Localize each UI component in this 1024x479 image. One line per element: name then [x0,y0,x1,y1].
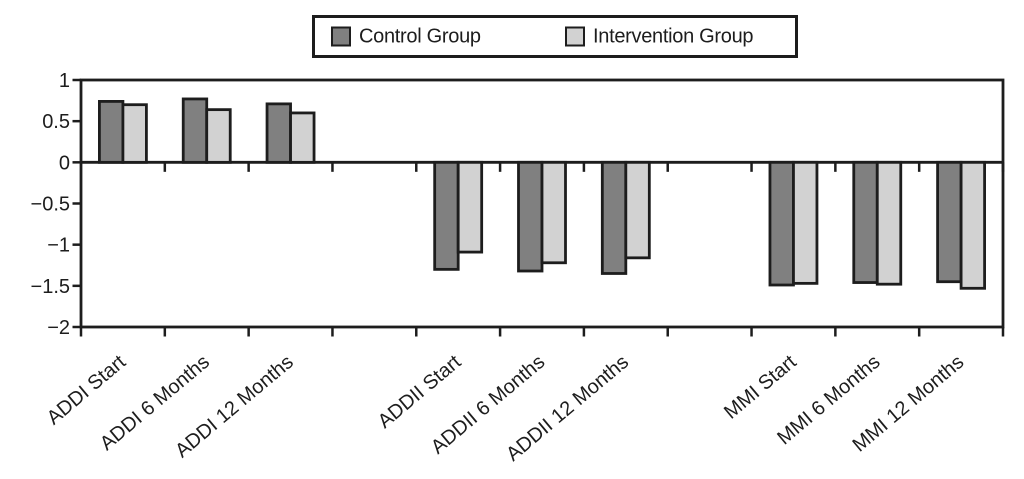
control-group-swatch [331,26,351,47]
bar-control-group-addi-6-months [181,97,209,164]
bar-control-group-addii-start [433,160,460,271]
y-tick-label: −2 [47,317,70,339]
bar-intervention-group-addi-12-months [289,111,316,164]
y-tick-label: 0 [59,152,70,174]
legend-label-intervention-group: Intervention Group [593,25,754,47]
bar-control-group-addii-12-months [600,160,628,275]
bar-control-group-addi-12-months [265,102,292,164]
y-tick-label: −0.5 [31,194,70,216]
y-tick-label: 1 [59,70,70,92]
intervention-group-swatch [565,26,585,47]
x-label-mmi-start: MMI Start [720,351,801,424]
bar-control-group-mmi-start [768,160,795,287]
y-tick-label: 0.5 [42,111,70,133]
bar-intervention-group-mmi-12-months [959,160,986,290]
y-tick-label: −1.5 [31,276,70,298]
x-label-addi-start: ADDI Start [43,351,131,430]
y-tick-label: −1 [47,235,70,257]
bar-control-group-mmi-6-months [852,160,879,284]
legend-label-control-group: Control Group [359,25,481,47]
bar-intervention-group-addi-start [121,103,148,164]
bar-control-group-addii-6-months [517,160,544,273]
bar-intervention-group-addii-6-months [540,160,567,265]
bar-intervention-group-mmi-6-months [875,160,903,286]
bar-intervention-group-addi-6-months [205,108,232,164]
bar-control-group-addi-start [98,100,125,164]
bar-intervention-group-mmi-start [792,160,819,285]
bar-control-group-mmi-12-months [936,160,963,284]
bar-intervention-group-addii-12-months [624,160,651,260]
legend-item-intervention-group: Intervention Group [565,25,754,48]
bar-intervention-group-addii-start [456,160,484,254]
legend-item-control-group: Control Group [331,25,481,48]
legend: Control Group Intervention Group [312,15,798,58]
